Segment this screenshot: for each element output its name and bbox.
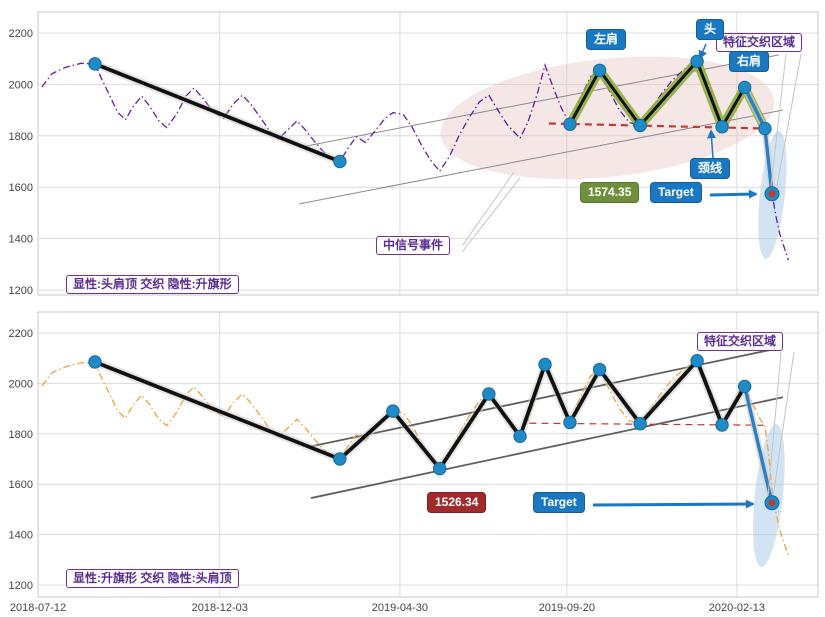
y-tick-label: 1400 bbox=[9, 234, 33, 246]
label-feature-zone-bottom: 特征交织区域 bbox=[697, 332, 784, 351]
pivot-dot bbox=[563, 117, 577, 131]
pivot-dot bbox=[513, 429, 527, 444]
channel-line bbox=[299, 109, 783, 205]
price-line-bottom bbox=[41, 359, 789, 556]
caption-top: 显性:头肩顶 交织 隐性:升旗形 bbox=[66, 275, 239, 294]
y-tick-label: 1600 bbox=[9, 182, 33, 194]
label-right-shoulder: 右肩 bbox=[729, 51, 770, 72]
pointer-line bbox=[461, 177, 521, 253]
y-tick-label: 2000 bbox=[9, 79, 33, 91]
x-tick-label: 2020-02-13 bbox=[709, 602, 765, 614]
y-tick-label: 1200 bbox=[9, 580, 33, 592]
caption-bottom: 显性:升旗形 交织 隐性:头肩顶 bbox=[66, 569, 239, 588]
y-tick-label: 1400 bbox=[9, 530, 33, 542]
pointer-line bbox=[776, 53, 802, 187]
pivot-dot bbox=[737, 80, 752, 95]
pivot-dot bbox=[592, 362, 607, 377]
pivot-dot bbox=[690, 354, 704, 368]
neckline bbox=[548, 122, 769, 130]
y-tick-label: 2000 bbox=[9, 378, 33, 390]
pivot-dot bbox=[690, 54, 704, 68]
target-label-bottom: Target bbox=[533, 492, 585, 513]
pivot-dot bbox=[333, 154, 347, 169]
pivot-dot bbox=[758, 121, 772, 136]
label-head: 头 bbox=[696, 19, 725, 40]
x-tick-label: 2019-09-20 bbox=[539, 602, 595, 614]
pivot-dot bbox=[563, 415, 577, 430]
pivot-dot bbox=[538, 357, 552, 372]
y-tick-label: 1600 bbox=[9, 479, 33, 491]
pivot-dot bbox=[715, 418, 729, 432]
y-tick-label: 1800 bbox=[9, 131, 33, 143]
label-mid-signal-event: 中信号事件 bbox=[376, 236, 451, 255]
pivot-dot bbox=[633, 417, 647, 431]
pivot-dot bbox=[592, 63, 607, 77]
y-tick-label: 1800 bbox=[9, 429, 33, 441]
pivot-dot bbox=[715, 120, 729, 134]
pattern-highlight-ellipse bbox=[440, 56, 775, 180]
label-left-shoulder: 左肩 bbox=[586, 29, 627, 50]
target-dot bbox=[768, 499, 776, 507]
target-arrow bbox=[592, 499, 755, 509]
pointer-line bbox=[770, 53, 787, 187]
pivot-dot bbox=[633, 118, 647, 133]
pivot-dot bbox=[433, 461, 447, 476]
pivot-dot bbox=[386, 404, 400, 418]
label-feature-zone-top: 特征交织区域 bbox=[716, 33, 803, 52]
pointer-line bbox=[461, 171, 515, 247]
target-arrow bbox=[709, 189, 758, 199]
pivot-dot bbox=[88, 57, 102, 71]
pivot-dot bbox=[88, 355, 102, 369]
label-neckline: 颈线 bbox=[690, 158, 731, 179]
target-value-bottom: 1526.34 bbox=[427, 492, 487, 513]
head-arrow bbox=[698, 43, 707, 60]
pivot-dot bbox=[737, 379, 752, 394]
x-tick-label: 2019-04-30 bbox=[372, 602, 428, 614]
plot-frame bbox=[37, 11, 819, 296]
target-label-top: Target bbox=[650, 182, 702, 203]
pivot-dot bbox=[333, 452, 347, 466]
x-tick-label: 2018-07-12 bbox=[10, 602, 66, 614]
y-tick-label: 2200 bbox=[9, 28, 33, 40]
pointer-line bbox=[767, 351, 782, 498]
trend-line bbox=[94, 62, 341, 164]
crash-line bbox=[743, 386, 774, 504]
plot-frame bbox=[37, 311, 819, 598]
panel-bottom: 2200 2000 1800 1600 1400 1200 bbox=[9, 311, 819, 598]
channel-line bbox=[310, 396, 784, 499]
y-tick-label: 1200 bbox=[9, 285, 33, 297]
trend-line bbox=[94, 358, 747, 471]
x-tick-label: 2018-12-03 bbox=[192, 602, 248, 614]
y-tick-label: 2200 bbox=[9, 328, 33, 340]
neckline-arrow bbox=[707, 129, 717, 159]
pointer-line bbox=[772, 351, 795, 498]
pivot-dot bbox=[482, 387, 496, 401]
target-dot bbox=[768, 190, 776, 198]
target-value-top: 1574.35 bbox=[580, 182, 640, 203]
